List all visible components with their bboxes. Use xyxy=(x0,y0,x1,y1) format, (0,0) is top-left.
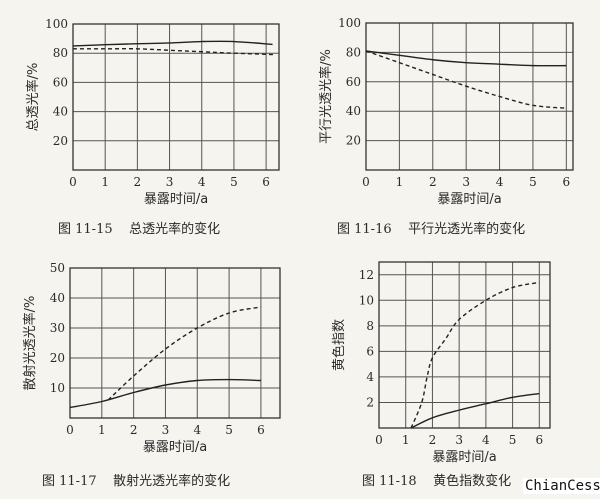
y-axis-label: 散射光透光率/% xyxy=(22,296,38,391)
x-tick-label: 6 xyxy=(257,423,265,437)
y-axis-label: 黄色指数 xyxy=(331,319,347,371)
x-tick-label: 4 xyxy=(198,175,206,189)
y-tick-label: 40 xyxy=(346,104,361,118)
y-tick-label: 100 xyxy=(338,16,361,30)
x-tick-label: 2 xyxy=(429,433,437,447)
y-tick-label: 80 xyxy=(346,45,361,59)
x-tick-label: 0 xyxy=(69,175,77,189)
x-tick-label: 3 xyxy=(166,175,174,189)
series-dashed-line xyxy=(410,281,540,429)
y-axis-label: 总透光率/% xyxy=(25,63,41,132)
y-tick-label: 4 xyxy=(366,370,374,384)
y-tick-label: 10 xyxy=(359,293,374,307)
x-axis-label: 暴露时间/a xyxy=(432,450,496,465)
y-tick-label: 50 xyxy=(50,261,65,275)
x-tick-label: 4 xyxy=(496,175,504,189)
series-solid-line xyxy=(69,378,261,409)
plot-frame xyxy=(365,22,574,171)
x-axis-label: 暴露时间/a xyxy=(437,192,501,207)
y-tick-label: 12 xyxy=(359,268,374,282)
x-axis-label: 暴露时间/a xyxy=(143,440,207,455)
x-tick-label: 4 xyxy=(482,433,490,447)
y-tick-label: 8 xyxy=(366,319,374,333)
x-tick-label: 5 xyxy=(225,423,233,437)
y-tick-label: 10 xyxy=(50,381,65,395)
y-tick-label: 2 xyxy=(366,395,374,409)
series-solid-line xyxy=(72,40,273,47)
y-tick-label: 40 xyxy=(53,105,68,119)
x-tick-label: 0 xyxy=(66,423,74,437)
x-tick-label: 5 xyxy=(509,433,517,447)
chart-total-transmittance: 0 1 2 3 4 5 6 20 40 60 80 100 暴露时间/a 总透光率/% xyxy=(25,17,280,207)
x-tick-label: 3 xyxy=(455,433,463,447)
y-tick-label: 30 xyxy=(50,321,65,335)
x-tick-label: 1 xyxy=(402,433,410,447)
x-tick-label: 4 xyxy=(193,423,201,437)
x-tick-label: 1 xyxy=(101,175,109,189)
x-tick-label: 3 xyxy=(162,423,170,437)
chart-parallel-transmittance: 0 1 2 3 4 5 6 20 40 60 80 100 暴露时间/a 平行光透光率/% xyxy=(318,16,574,207)
series-dashed-line xyxy=(365,50,567,109)
plot-frame xyxy=(72,23,280,171)
y-tick-label: 60 xyxy=(53,75,68,89)
x-tick-label: 2 xyxy=(130,423,138,437)
x-tick-label: 6 xyxy=(262,175,270,189)
watermark-text: ChianCess xyxy=(523,478,600,494)
caption-fig-11-15: 图 11-15 总透光率的变化 xyxy=(58,222,221,237)
y-tick-label: 6 xyxy=(366,344,374,358)
series-solid-line xyxy=(410,392,540,429)
series-dashed-line xyxy=(73,48,276,56)
y-tick-label: 20 xyxy=(346,134,361,148)
x-tick-label: 1 xyxy=(396,175,404,189)
x-tick-label: 5 xyxy=(529,175,537,189)
x-tick-label: 5 xyxy=(230,175,238,189)
series-dashed-line xyxy=(107,306,262,401)
x-tick-label: 0 xyxy=(375,433,383,447)
caption-fig-11-18: 图 11-18 黄色指数变化 xyxy=(362,474,512,489)
x-tick-label: 0 xyxy=(362,175,370,189)
y-tick-label: 40 xyxy=(50,291,65,305)
y-tick-label: 20 xyxy=(50,351,65,365)
plot-frame xyxy=(69,267,281,419)
x-tick-label: 3 xyxy=(462,175,470,189)
caption-fig-11-17: 图 11-17 散射光透光率的变化 xyxy=(42,474,231,489)
plot-frame xyxy=(378,261,551,429)
x-tick-label: 2 xyxy=(134,175,142,189)
caption-fig-11-16: 图 11-16 平行光透光率的变化 xyxy=(337,222,526,237)
y-tick-label: 80 xyxy=(53,46,68,60)
y-tick-label: 100 xyxy=(45,17,68,31)
y-tick-label: 20 xyxy=(53,134,68,148)
x-tick-label: 2 xyxy=(429,175,437,189)
x-tick-label: 6 xyxy=(535,433,543,447)
x-tick-label: 6 xyxy=(563,175,571,189)
chart-diffuse-transmittance: 0 1 2 3 4 5 6 10 20 30 40 50 暴露时间/a 散射光透光率/% xyxy=(22,261,281,455)
y-tick-label: 60 xyxy=(346,75,361,89)
series-solid-line xyxy=(365,50,567,67)
x-tick-label: 1 xyxy=(98,423,106,437)
y-axis-label: 平行光透光率/% xyxy=(318,49,334,144)
x-axis-label: 暴露时间/a xyxy=(144,192,208,207)
